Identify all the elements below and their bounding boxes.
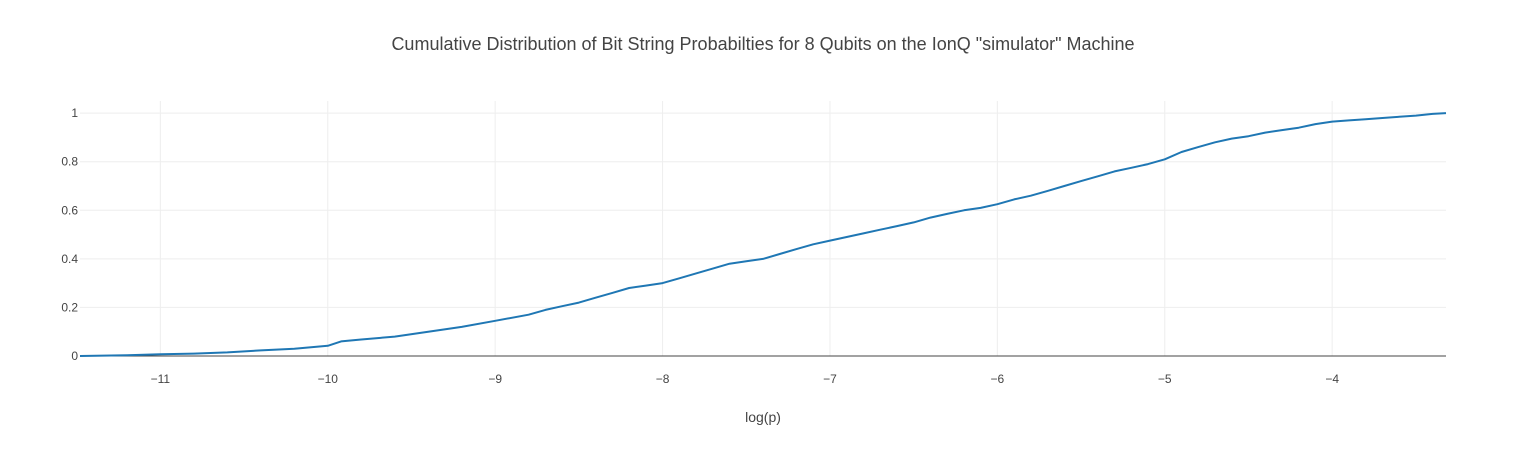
y-tick-label: 0.4 <box>61 252 78 266</box>
x-tick-label: −11 <box>151 372 171 386</box>
x-tick-label: −10 <box>318 372 339 386</box>
x-tick-label: −8 <box>656 372 670 386</box>
plot-area <box>79 112 1447 357</box>
x-tick-label: −6 <box>991 372 1005 386</box>
y-tick-label: 1 <box>71 106 78 120</box>
x-tick-label: −7 <box>823 372 837 386</box>
y-tick-label: 0.6 <box>61 203 78 217</box>
x-axis-label: log(p) <box>745 409 781 425</box>
cdf-series-line <box>79 112 1447 357</box>
chart-title: Cumulative Distribution of Bit String Pr… <box>391 34 1134 54</box>
x-tick-label: −4 <box>1325 372 1339 386</box>
y-tick-label: 0.2 <box>61 300 78 314</box>
axes: −11 −10 −9 −8 −7 −6 −5 −4 0 0.2 0.4 0.6 0.8 1 <box>61 106 1446 386</box>
y-tick-label: 0 <box>71 349 78 363</box>
x-tick-label: −5 <box>1158 372 1172 386</box>
x-tick-label: −9 <box>488 372 502 386</box>
grid-lines <box>80 101 1446 356</box>
y-tick-label: 0.8 <box>61 155 78 169</box>
